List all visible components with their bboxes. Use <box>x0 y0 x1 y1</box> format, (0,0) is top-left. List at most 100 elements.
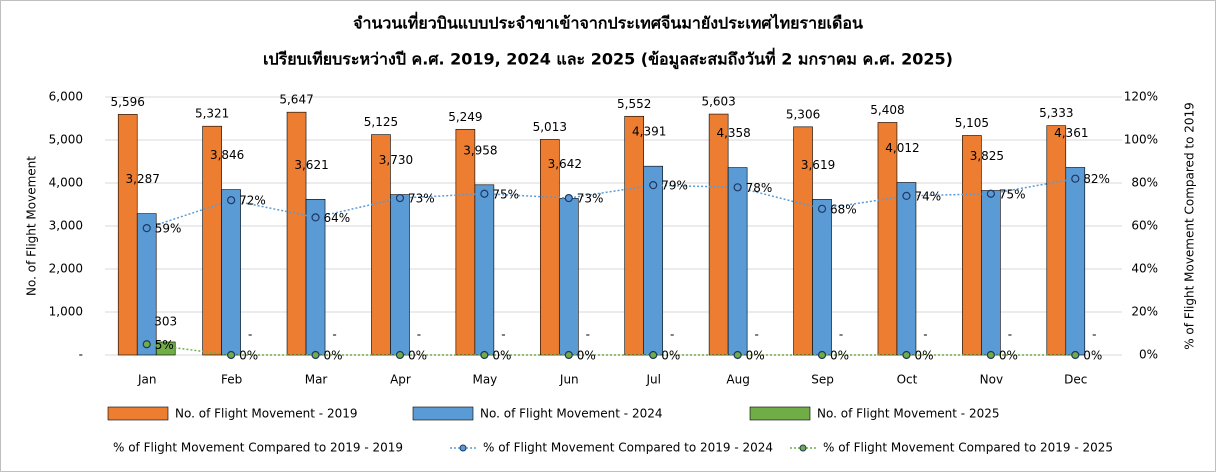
legend-label: % of Flight Movement Compared to 2019 - … <box>113 441 403 455</box>
y-axis-label: No. of Flight Movement <box>25 156 39 296</box>
data-label: 0% <box>914 349 933 363</box>
data-label: - <box>1008 328 1012 342</box>
x-tick-label: Jun <box>559 373 579 387</box>
legend-swatch <box>412 406 474 421</box>
data-label: 0% <box>492 349 511 363</box>
line-marker <box>480 189 489 198</box>
data-label: - <box>670 328 674 342</box>
y2-tick-label: 60% <box>1131 219 1158 233</box>
y-tick-label: 1,000 <box>49 305 83 319</box>
bar <box>877 122 898 356</box>
data-label: - <box>1092 328 1096 342</box>
y2-tick-label: 80% <box>1131 176 1158 190</box>
line <box>146 343 1076 356</box>
line-marker <box>649 350 658 360</box>
bar <box>371 134 391 356</box>
data-label: 5,105 <box>955 116 989 130</box>
data-label: 73% <box>577 192 604 206</box>
y-tick-label: - <box>79 348 83 362</box>
data-label: 5,125 <box>364 115 398 129</box>
line-marker <box>1071 350 1080 360</box>
data-label: 75% <box>492 187 519 201</box>
line-marker <box>986 189 995 198</box>
line-marker <box>817 204 827 213</box>
data-label: 4,012 <box>885 141 919 155</box>
data-label: 5,596 <box>111 95 145 109</box>
data-label: 0% <box>1083 349 1102 363</box>
y2-tick-label: 120% <box>1124 90 1158 104</box>
legend-swatch <box>749 406 811 421</box>
data-label: 5,306 <box>786 107 820 121</box>
y-tick-label: 3,000 <box>49 219 83 233</box>
line-marker <box>902 191 911 200</box>
data-label: - <box>332 328 336 342</box>
data-label: 5,333 <box>1039 106 1073 120</box>
bar <box>1065 167 1086 356</box>
line-marker <box>311 213 320 222</box>
data-label: 5,408 <box>870 103 904 117</box>
bar <box>727 167 748 356</box>
data-label: 73% <box>408 192 435 206</box>
data-label: 4,361 <box>1054 126 1088 140</box>
bar <box>286 111 307 356</box>
data-label: 3,621 <box>294 158 328 172</box>
bar <box>812 199 832 356</box>
bar <box>136 213 157 356</box>
line-marker <box>649 181 658 190</box>
data-label: 72% <box>239 194 266 208</box>
bar <box>643 165 664 356</box>
legend-label: No. of Flight Movement - 2019 <box>175 407 358 421</box>
y-tick-label: 6,000 <box>49 90 83 104</box>
line-marker <box>733 183 742 192</box>
x-tick-label: Jan <box>137 373 157 387</box>
bar <box>896 182 917 356</box>
data-label: 303 <box>154 314 177 328</box>
x-tick-label: Feb <box>221 373 242 387</box>
bar <box>981 190 1001 356</box>
data-label: 59% <box>155 222 182 236</box>
data-label: 0% <box>999 349 1018 363</box>
data-label: 5,013 <box>533 120 567 134</box>
data-label: 68% <box>830 202 857 216</box>
bar <box>474 184 495 356</box>
bar <box>390 194 410 356</box>
bar <box>624 115 645 356</box>
data-label: 5% <box>155 338 174 352</box>
chart-title: จำนวนเที่ยวบินแบบประจำขาเข้าจากประเทศจีน… <box>353 12 863 33</box>
x-tick-label: Apr <box>390 373 411 387</box>
line-marker <box>311 350 320 360</box>
y2-tick-label: 0% <box>1139 348 1158 362</box>
data-label: - <box>417 328 421 342</box>
bar <box>221 189 241 356</box>
line-marker <box>227 350 236 360</box>
line-marker <box>480 350 489 360</box>
data-label: - <box>501 328 505 342</box>
line-marker <box>817 350 827 360</box>
y2-tick-label: 20% <box>1131 305 1158 319</box>
bar <box>962 135 982 356</box>
bar <box>708 113 729 356</box>
line-marker <box>986 350 995 360</box>
data-label: 0% <box>746 349 765 363</box>
legend-label: No. of Flight Movement - 2024 <box>480 407 663 421</box>
line-marker <box>395 193 405 203</box>
y2-tick-label: 40% <box>1131 262 1158 276</box>
data-label: 5,321 <box>195 107 229 121</box>
data-label: 4,391 <box>632 125 666 139</box>
data-label: 3,846 <box>210 148 244 162</box>
line-marker <box>142 340 151 349</box>
data-label: 5,647 <box>279 93 313 107</box>
data-label: 75% <box>999 187 1026 201</box>
x-tick-label: Mar <box>305 373 328 387</box>
data-label: 4,358 <box>716 126 750 140</box>
data-label: - <box>839 328 843 342</box>
line <box>146 177 1076 229</box>
x-tick-label: Sep <box>811 373 834 387</box>
bar <box>539 139 560 356</box>
legend-marker <box>799 444 807 452</box>
line-marker <box>733 350 742 360</box>
legend-marker <box>459 444 467 452</box>
chart-subtitle: เปรียบเทียบระหว่างปี ค.ศ. 2019, 2024 และ… <box>263 48 953 71</box>
data-label: 3,642 <box>548 157 582 171</box>
data-label: 74% <box>914 189 941 203</box>
